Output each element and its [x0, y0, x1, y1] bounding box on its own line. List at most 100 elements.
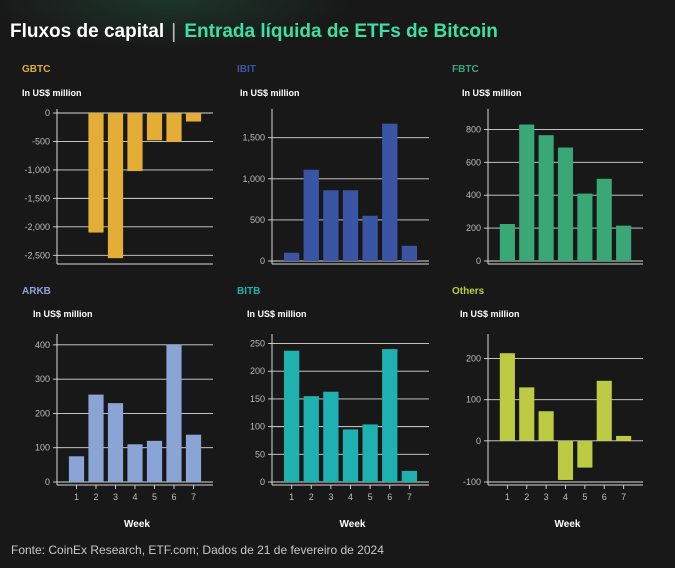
bar-week-2	[88, 394, 104, 482]
y-tick-label: 1,000	[242, 174, 265, 184]
bar-week-3	[538, 411, 554, 441]
x-tick-label: 4	[132, 492, 137, 502]
bar-week-7	[185, 434, 202, 482]
y-tick-label: 800	[466, 124, 481, 134]
y-tick-label: 400	[466, 190, 481, 200]
page-subtitle: Entrada líquida de ETFs de Bitcoin	[184, 21, 498, 42]
y-tick-label: 100	[250, 422, 265, 432]
y-tick-label: 1,500	[242, 133, 265, 143]
x-tick-label: 4	[348, 492, 353, 502]
bar-week-7	[616, 225, 632, 261]
y-tick-label: 600	[466, 157, 481, 167]
bar-week-3	[107, 403, 124, 482]
bar-week-7	[401, 245, 418, 261]
y-axis-label: In US$ million	[22, 88, 82, 98]
x-tick-label: 2	[93, 492, 98, 502]
x-tick-label: 1	[505, 492, 510, 502]
y-tick-label: 50	[255, 449, 265, 459]
y-tick-label: 300	[35, 374, 50, 384]
bar-week-2	[303, 169, 319, 261]
bar-week-2	[88, 113, 104, 233]
y-tick-label: 200	[466, 354, 481, 364]
bar-week-4	[342, 429, 359, 482]
page-header: Fluxos de capital | Entrada líquida de E…	[10, 19, 498, 45]
bar-week-1	[68, 456, 85, 482]
x-tick-label: 5	[152, 492, 157, 502]
bar-week-1	[283, 350, 300, 482]
bar-week-1	[283, 252, 300, 261]
x-tick-label: 6	[171, 492, 176, 502]
bar-week-7	[401, 470, 418, 482]
bar-week-4	[557, 147, 574, 261]
bar-week-3	[323, 190, 339, 261]
bar-week-5	[577, 193, 593, 261]
bar-week-6	[382, 349, 398, 482]
x-tick-label: 2	[309, 492, 314, 502]
x-tick-label: 3	[544, 492, 549, 502]
y-tick-label: 400	[35, 340, 50, 350]
bar-week-5	[146, 440, 163, 482]
y-tick-label: 200	[466, 223, 481, 233]
y-axis-label: In US$ million	[462, 88, 522, 98]
bar-week-6	[596, 380, 612, 441]
y-tick-label: -2,000	[24, 222, 50, 232]
y-axis-label: In US$ million	[460, 309, 520, 319]
bar-week-5	[362, 215, 378, 261]
y-axis-label: In US$ million	[247, 309, 307, 319]
x-axis-label: Week	[555, 519, 581, 530]
y-axis-label: In US$ million	[33, 309, 93, 319]
y-tick-label: 100	[466, 395, 481, 405]
y-tick-label: 200	[35, 408, 50, 418]
bar-week-7	[616, 435, 632, 441]
y-axis-label: In US$ million	[240, 88, 300, 98]
x-tick-label: 4	[563, 492, 568, 502]
panel-title-arkb: ARKB	[22, 286, 51, 297]
bar-week-2	[519, 387, 535, 441]
y-tick-label: 0	[45, 477, 50, 487]
panel-title-gbtc: GBTC	[22, 64, 50, 75]
x-tick-label: 3	[328, 492, 333, 502]
bar-week-3	[538, 135, 554, 261]
y-tick-label: 0	[476, 256, 481, 266]
panel-title-fbtc: FBTC	[452, 64, 479, 75]
y-tick-label: 0	[260, 477, 265, 487]
bar-week-3	[323, 391, 339, 482]
bar-week-1	[499, 224, 515, 261]
x-tick-label: 5	[582, 492, 587, 502]
bar-week-2	[303, 396, 319, 482]
bar-week-1	[499, 353, 515, 441]
bar-week-2	[519, 124, 535, 261]
y-tick-label: 500	[250, 215, 265, 225]
x-tick-label: 5	[368, 492, 373, 502]
x-tick-label: 6	[387, 492, 392, 502]
panel-title-ibit: IBIT	[237, 64, 256, 75]
bar-week-7	[185, 113, 202, 122]
y-tick-label: 200	[250, 366, 265, 376]
bar-week-6	[166, 344, 182, 482]
x-tick-label: 3	[113, 492, 118, 502]
bar-week-6	[166, 113, 182, 143]
bar-week-4	[342, 190, 359, 261]
x-tick-label: 6	[602, 492, 607, 502]
y-tick-label: -1,000	[24, 165, 50, 175]
x-tick-label: 2	[524, 492, 529, 502]
bar-week-5	[146, 113, 163, 141]
y-tick-label: -500	[32, 136, 50, 146]
y-tick-label: 250	[250, 339, 265, 349]
bar-week-4	[127, 113, 143, 172]
bar-week-5	[362, 424, 378, 482]
bar-week-4	[557, 440, 574, 480]
x-tick-label: 7	[407, 492, 412, 502]
bar-week-5	[577, 440, 593, 468]
y-tick-label: -2,500	[24, 250, 50, 260]
bar-week-3	[107, 113, 124, 259]
x-tick-label: 7	[191, 492, 196, 502]
page-title: Fluxos de capital	[10, 21, 165, 42]
source-note: Fonte: CoinEx Research, ETF.com; Dados d…	[11, 543, 384, 557]
bar-week-6	[596, 178, 612, 261]
panel-title-others: Others	[452, 286, 485, 297]
x-axis-label: Week	[124, 519, 150, 530]
y-tick-label: 0	[260, 256, 265, 266]
x-tick-label: 1	[74, 492, 79, 502]
